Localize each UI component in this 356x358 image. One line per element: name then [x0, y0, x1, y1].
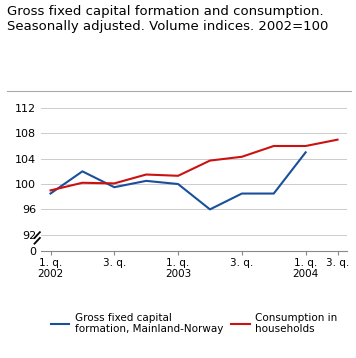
- Text: Gross fixed capital formation and consumption.
Seasonally adjusted. Volume indic: Gross fixed capital formation and consum…: [7, 5, 329, 33]
- Legend: Gross fixed capital
formation, Mainland-Norway, Consumption in
households: Gross fixed capital formation, Mainland-…: [46, 308, 342, 338]
